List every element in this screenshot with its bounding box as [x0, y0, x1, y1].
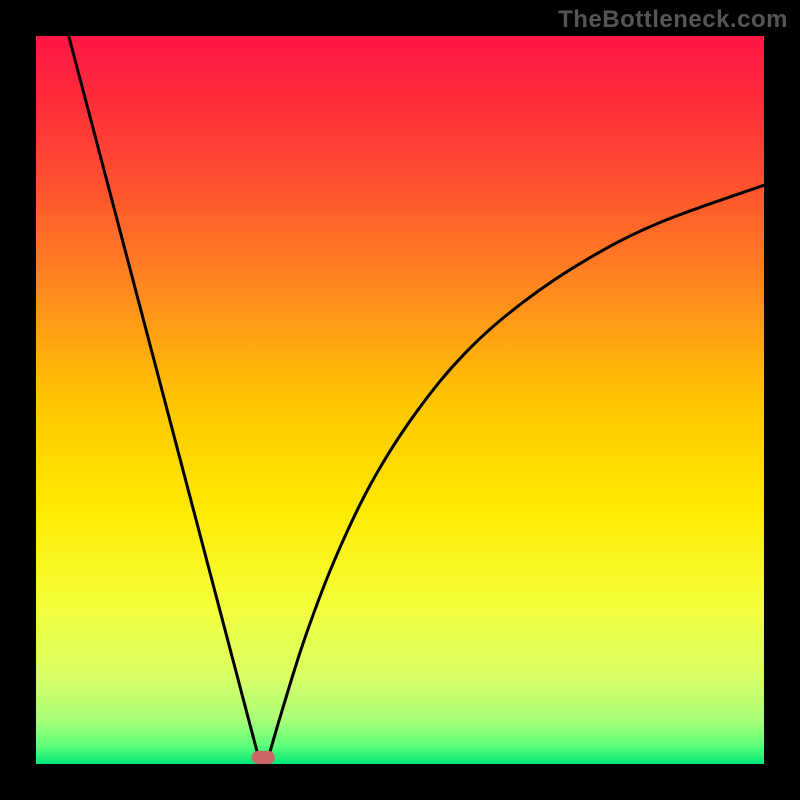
bottleneck-chart — [0, 0, 800, 800]
plot-background — [36, 36, 764, 764]
minimum-marker — [251, 751, 274, 764]
